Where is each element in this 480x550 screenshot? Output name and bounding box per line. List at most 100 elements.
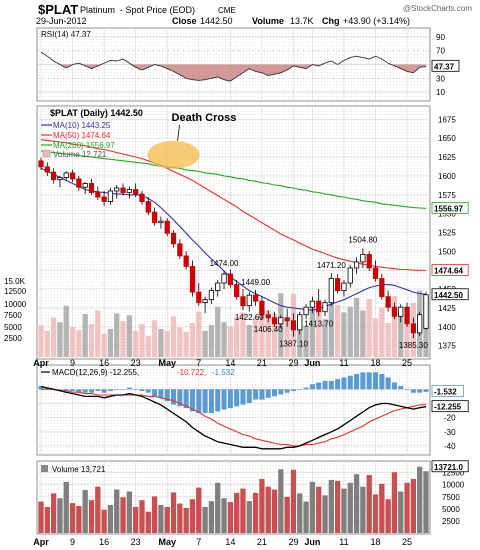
macd-legend-label: MACD(12,26,9) -12.255,	[52, 368, 139, 377]
candle-body	[385, 296, 391, 308]
volume-bar	[202, 506, 208, 533]
price-tick-label: 1675	[438, 115, 456, 124]
macd-histogram-bar	[253, 389, 259, 400]
x-tick-label-volume: 14	[225, 537, 235, 547]
macd-histogram-bar	[70, 389, 76, 392]
volume-bar	[145, 511, 151, 533]
macd-histogram-bar	[391, 382, 397, 390]
candle-body	[290, 320, 297, 331]
volume-overlay-bar	[82, 313, 88, 357]
volume-overlay-bar	[50, 317, 57, 357]
macd-histogram-bar	[189, 389, 195, 412]
price-title: $PLAT (Daily) 1442.50	[50, 108, 143, 118]
candle-body	[196, 291, 202, 304]
candle-body	[284, 317, 290, 322]
volume-overlay-tick-label: 7500	[4, 311, 22, 320]
candle-body	[57, 177, 63, 181]
volume-overlay-bar	[379, 307, 385, 357]
price-tick-label: 1400	[438, 323, 456, 332]
price-annotation: 1387.10	[279, 340, 308, 349]
ma-line-2	[40, 150, 427, 209]
macd-hist-value-label-box	[431, 385, 465, 397]
macd-histogram-bar	[38, 385, 44, 390]
volume-bar	[63, 481, 69, 533]
x-tick-label-price: Jun	[304, 358, 320, 368]
volume-value: 13.7K	[290, 16, 314, 26]
volume-overlay-bar	[164, 330, 170, 357]
x-tick-label-volume: Jun	[304, 537, 320, 547]
volume-bar	[139, 500, 145, 533]
candle-body	[208, 290, 215, 301]
macd-histogram-bar	[196, 389, 202, 414]
x-tick-label-price: 29	[288, 358, 298, 368]
volume-overlay-bar	[145, 335, 151, 357]
macd-histogram-bar	[215, 389, 221, 412]
volume-tick-label: 7500	[442, 493, 460, 502]
volume-bar	[252, 492, 259, 533]
candle-body	[347, 267, 353, 284]
candle-body	[353, 261, 360, 269]
volume-overlay-bar	[76, 329, 82, 357]
candle-body	[303, 306, 309, 316]
price-annotation: 1413.70	[304, 319, 333, 328]
price-annotation: 1385.30	[399, 341, 428, 350]
volume-bar	[259, 478, 265, 533]
volume-overlay-bar	[170, 316, 177, 357]
volume-overlay-bar	[341, 312, 347, 357]
volume-overlay-bar	[385, 323, 391, 357]
macd-histogram-bar	[379, 374, 385, 390]
candle-body	[252, 294, 259, 302]
candle-body	[51, 171, 57, 181]
volume-overlay-bar	[297, 317, 303, 357]
volume-tick-label: 5000	[442, 505, 460, 514]
volume-overlay-bar	[177, 327, 183, 357]
x-tick-label-price: 25	[402, 358, 412, 368]
candle-body	[120, 187, 126, 193]
death-cross-annotation: Death Cross	[147, 112, 237, 169]
candle-body	[114, 187, 120, 192]
macd-histogram-bar	[57, 389, 63, 390]
candle-body	[151, 211, 158, 224]
x-tick-label-volume: 18	[371, 537, 381, 547]
volume-overlay-tick-label: 2500	[4, 334, 22, 343]
price-tick-label: 1500	[438, 247, 456, 256]
volume-overlay-bar	[38, 325, 44, 357]
volume-bar	[57, 498, 63, 533]
macd-histogram-bar	[372, 372, 379, 390]
price-tick-label: 1600	[438, 172, 456, 181]
ma-line-1	[40, 139, 427, 272]
volume-bar	[417, 466, 423, 533]
macd-histogram-bar	[303, 387, 309, 390]
candle-body	[309, 300, 316, 308]
x-tick-label-price: 16	[99, 358, 109, 368]
volume-bar	[353, 474, 360, 533]
volume-overlay-bar	[183, 331, 189, 357]
candle-body	[240, 296, 246, 307]
macd-histogram-bar	[404, 389, 410, 390]
close-value: 1442.50	[200, 16, 233, 26]
candle-body	[316, 300, 322, 313]
volume-bar	[221, 498, 227, 533]
candle-body	[82, 183, 88, 188]
volume-overlay-bar	[139, 324, 145, 357]
macd-histogram-bar	[297, 389, 303, 390]
volume-bar	[404, 482, 410, 533]
price-tick-label: 1650	[438, 134, 456, 143]
macd-histogram-bar	[366, 372, 372, 390]
candle-body	[234, 284, 240, 298]
price-tick-label: 1375	[438, 342, 456, 351]
volume-panel-swatch	[41, 465, 48, 472]
candle-body	[259, 300, 265, 316]
volume-bar	[372, 494, 379, 533]
volume-bar	[95, 486, 101, 533]
volume-bar	[265, 486, 271, 533]
volume-bar	[385, 499, 391, 533]
volume-bar	[215, 482, 221, 533]
price-tick-label: 1550	[438, 210, 456, 219]
volume-value-label-box	[431, 460, 469, 473]
candle-body	[404, 306, 410, 325]
death-cross-label: Death Cross	[172, 112, 237, 124]
macd-histogram-bar	[145, 389, 151, 393]
volume-label: Volume	[252, 16, 284, 26]
